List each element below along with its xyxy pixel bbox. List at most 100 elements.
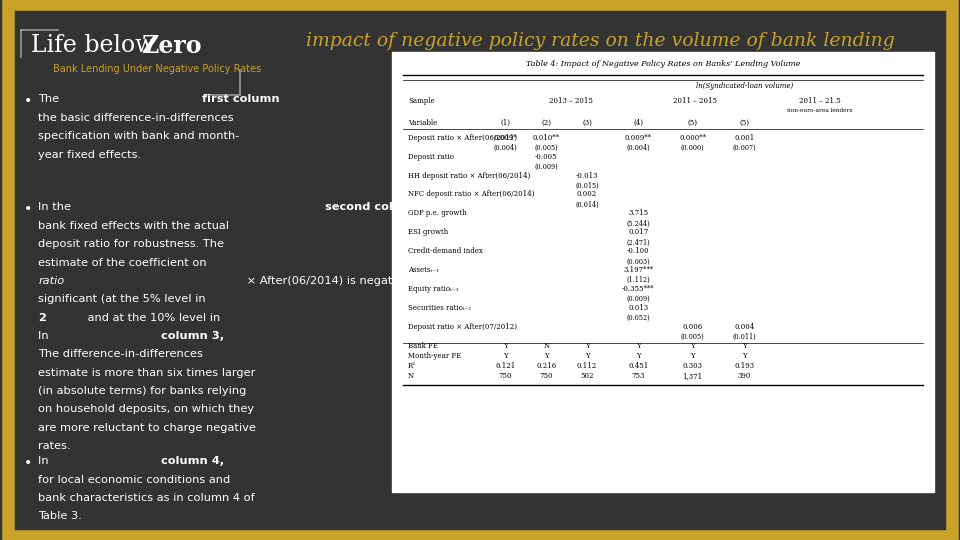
- Text: × After(06/2014) is negative and: × After(06/2014) is negative and: [243, 276, 435, 286]
- Text: Y: Y: [585, 342, 589, 349]
- Text: (5): (5): [739, 119, 749, 126]
- Text: 0.009**: 0.009**: [625, 134, 652, 141]
- Text: HH deposit ratio × After(06/2014): HH deposit ratio × After(06/2014): [408, 172, 530, 179]
- Text: specification with bank and month-: specification with bank and month-: [38, 131, 240, 141]
- Text: first column: first column: [203, 94, 279, 105]
- Text: (0.014): (0.014): [575, 201, 599, 208]
- Text: 0.009*: 0.009*: [493, 134, 517, 141]
- Text: column 4,: column 4,: [161, 456, 225, 467]
- Text: The: The: [38, 94, 63, 105]
- Text: Y: Y: [636, 342, 641, 349]
- Text: 0.112: 0.112: [577, 362, 597, 370]
- Text: Table 4: Impact of Negative Policy Rates on Banks' Lending Volume: Table 4: Impact of Negative Policy Rates…: [526, 60, 800, 68]
- Text: -0.005: -0.005: [535, 153, 558, 160]
- Text: 750: 750: [540, 373, 553, 380]
- Text: Y: Y: [636, 352, 641, 360]
- Text: NFC deposit ratio × After(06/2014): NFC deposit ratio × After(06/2014): [408, 191, 535, 198]
- Text: are more reluctant to charge negative: are more reluctant to charge negative: [38, 423, 256, 433]
- Text: estimate of the coefficient on: estimate of the coefficient on: [38, 258, 210, 268]
- Text: non-euro-area lenders: non-euro-area lenders: [787, 108, 852, 113]
- Text: significant (at the 5% level in: significant (at the 5% level in: [38, 294, 209, 305]
- Text: 0.000**: 0.000**: [680, 134, 707, 141]
- Text: R²: R²: [408, 362, 416, 370]
- Text: 3.715: 3.715: [629, 210, 649, 217]
- Text: 0.121: 0.121: [495, 362, 516, 370]
- Text: (0.015): (0.015): [575, 182, 599, 190]
- Text: 0.017: 0.017: [629, 228, 649, 236]
- Text: GDP p.e. growth: GDP p.e. growth: [408, 210, 467, 217]
- Text: N: N: [408, 373, 414, 380]
- Text: N: N: [543, 342, 549, 349]
- Text: The difference-in-differences: The difference-in-differences: [38, 349, 204, 360]
- Text: Deposit ratio × After(06/2011): Deposit ratio × After(06/2011): [408, 134, 516, 141]
- Text: Variable: Variable: [408, 119, 437, 126]
- Text: (4): (4): [634, 119, 643, 126]
- Text: Equity ratioₜ₋₁: Equity ratioₜ₋₁: [408, 285, 459, 293]
- Text: 1,371: 1,371: [683, 373, 703, 380]
- Text: Sample: Sample: [408, 97, 435, 105]
- Text: Table 3.: Table 3.: [38, 511, 83, 522]
- Text: impact of negative policy rates on the volume of bank lending: impact of negative policy rates on the v…: [305, 31, 895, 50]
- Text: •: •: [24, 94, 33, 109]
- Text: 2011 – 2015: 2011 – 2015: [673, 97, 717, 105]
- FancyBboxPatch shape: [392, 52, 934, 492]
- Text: (0.004): (0.004): [493, 144, 517, 152]
- Text: •: •: [24, 202, 33, 217]
- Text: (in absolute terms) for banks relying: (in absolute terms) for banks relying: [38, 386, 247, 396]
- Text: column 3,: column 3,: [161, 331, 225, 341]
- Text: ratio: ratio: [38, 276, 64, 286]
- Text: 2011 – 21.5: 2011 – 21.5: [800, 97, 841, 105]
- Text: (1): (1): [500, 119, 511, 126]
- Text: Zero: Zero: [141, 34, 202, 58]
- Text: (3): (3): [582, 119, 592, 126]
- Text: bank characteristics as in column 4 of: bank characteristics as in column 4 of: [38, 493, 255, 503]
- Text: 0.010**: 0.010**: [533, 134, 560, 141]
- Text: (0.000): (0.000): [681, 144, 705, 152]
- Text: Credit-demand index: Credit-demand index: [408, 247, 483, 255]
- Text: 2013 – 2015: 2013 – 2015: [549, 97, 592, 105]
- Text: the basic difference-in-differences: the basic difference-in-differences: [38, 113, 234, 123]
- Text: (0.005): (0.005): [535, 144, 558, 152]
- Text: (5): (5): [687, 119, 698, 126]
- Text: (0.052): (0.052): [627, 314, 650, 322]
- Text: Y: Y: [690, 342, 695, 349]
- Text: Y: Y: [503, 342, 508, 349]
- Text: Month-year FE: Month-year FE: [408, 352, 461, 360]
- Text: (0.007): (0.007): [732, 144, 756, 152]
- Text: on household deposits, on which they: on household deposits, on which they: [38, 404, 254, 415]
- Text: (2): (2): [541, 119, 551, 126]
- Text: 0.004: 0.004: [734, 323, 755, 330]
- Text: Deposit ratio: Deposit ratio: [408, 153, 454, 160]
- Text: (0.005): (0.005): [681, 333, 705, 341]
- Text: Deposit ratio × After(07/2012): Deposit ratio × After(07/2012): [408, 323, 516, 330]
- Text: -0.013: -0.013: [576, 172, 598, 179]
- Text: of Table 4 presents: of Table 4 presents: [750, 94, 861, 105]
- Text: 0.216: 0.216: [536, 362, 557, 370]
- Text: (0.009): (0.009): [627, 295, 650, 303]
- Text: 0.006: 0.006: [683, 323, 703, 330]
- Text: Y: Y: [544, 352, 548, 360]
- Text: 750: 750: [499, 373, 513, 380]
- Text: (2.471): (2.471): [627, 239, 650, 246]
- Text: ln(Syndicated-loan volume): ln(Syndicated-loan volume): [696, 82, 793, 90]
- Text: (0.009): (0.009): [535, 163, 558, 171]
- Text: -0.355***: -0.355***: [622, 285, 655, 293]
- Text: Securities ratioₜ₋₁: Securities ratioₜ₋₁: [408, 304, 471, 312]
- Text: 0.451: 0.451: [629, 362, 649, 370]
- Text: year fixed effects.: year fixed effects.: [38, 150, 141, 160]
- Text: (1.112): (1.112): [627, 276, 650, 284]
- Text: In: In: [38, 331, 53, 341]
- Text: bank fixed effects with the actual: bank fixed effects with the actual: [38, 221, 229, 231]
- Text: estimate equation (2).: estimate equation (2).: [572, 331, 703, 341]
- Text: Y: Y: [690, 352, 695, 360]
- Text: deposit ratio for robustness. The: deposit ratio for robustness. The: [38, 239, 225, 249]
- Text: and at the 10% level in: and at the 10% level in: [84, 313, 224, 323]
- Text: •: •: [24, 456, 33, 470]
- Text: Assetsₜ₋₁: Assetsₜ₋₁: [408, 266, 439, 274]
- Text: estimate is more than six times larger: estimate is more than six times larger: [38, 368, 255, 378]
- Text: 3.197***: 3.197***: [623, 266, 654, 274]
- Text: 0.001: 0.001: [734, 134, 755, 141]
- Text: Y: Y: [585, 352, 589, 360]
- Text: (0.004): (0.004): [627, 144, 650, 152]
- Text: add the same controls: add the same controls: [572, 456, 703, 467]
